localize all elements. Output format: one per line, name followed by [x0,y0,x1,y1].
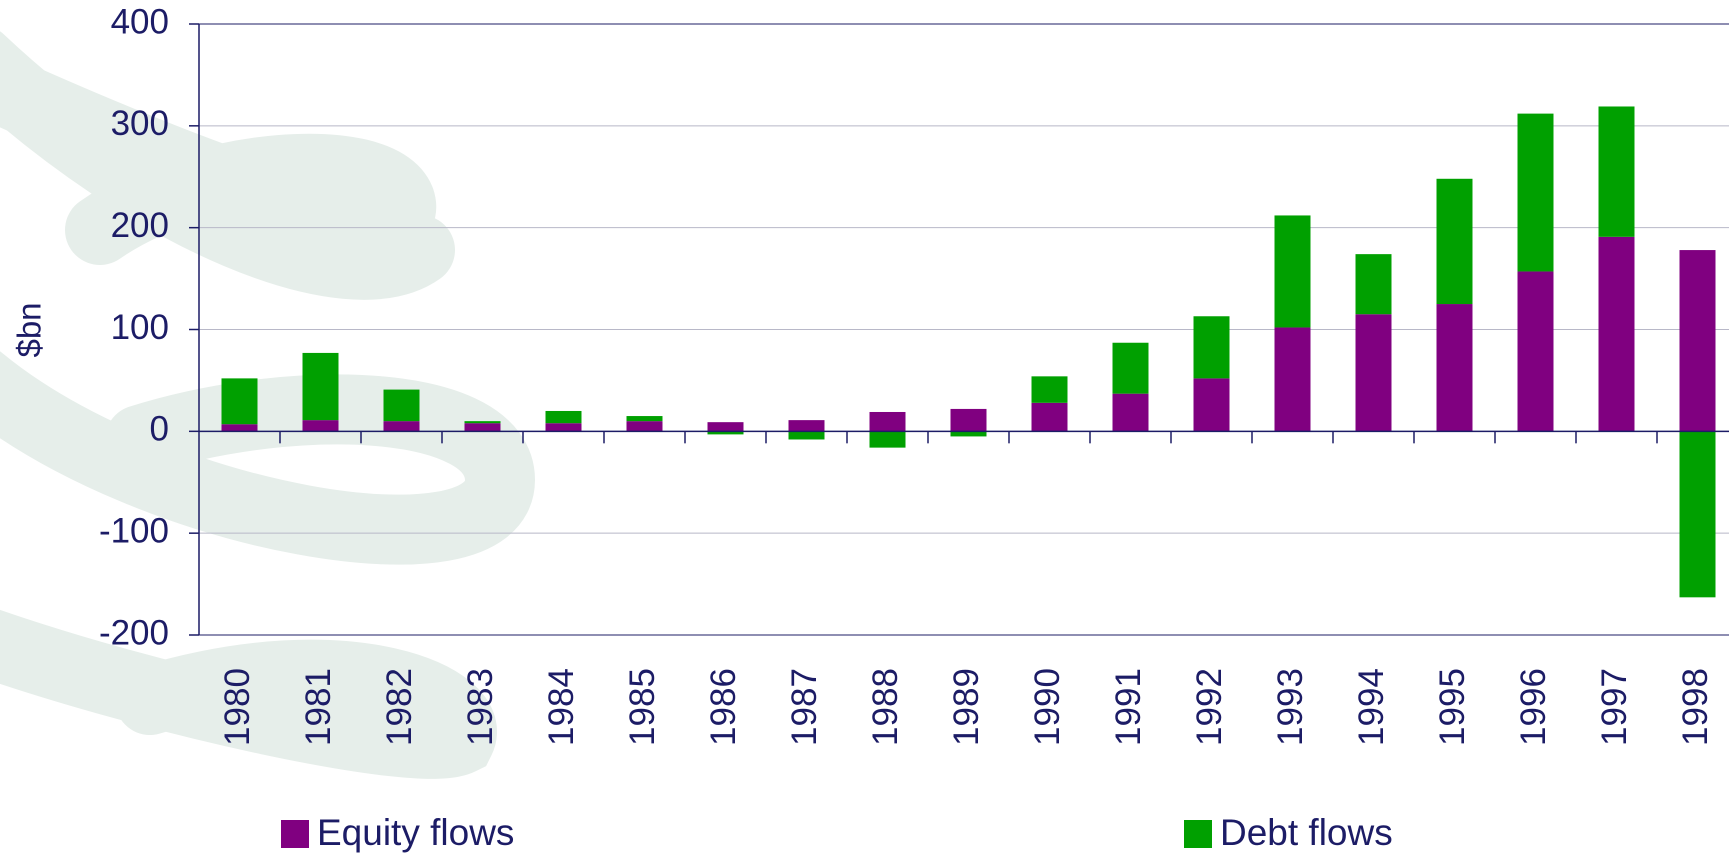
legend-swatch [281,820,309,848]
bar-segment [1518,114,1554,272]
legend-label: Equity flows [317,812,514,853]
x-tick-label: 1998 [1676,668,1715,746]
bar-segment [1599,106,1635,236]
bar-segment [1599,237,1635,432]
bar-segment [222,378,258,424]
x-tick-label: 1995 [1433,668,1472,746]
bar-segment [222,424,258,431]
bar-segment [627,421,663,431]
x-tick-label: 1991 [1109,668,1148,746]
bar-segment [1194,316,1230,378]
y-tick-label: -200 [99,613,169,652]
bar-segment [384,390,420,422]
y-axis-title: $bn [11,302,48,357]
x-tick-label: 1997 [1595,668,1634,746]
x-tick-label: 1984 [542,668,581,746]
x-tick-label: 1993 [1271,668,1310,746]
x-tick-label: 1994 [1352,668,1391,746]
bar-segment [465,423,501,431]
bar-segment [1356,314,1392,431]
legend-swatch [1184,820,1212,848]
y-tick-label: 100 [111,308,169,347]
x-tick-label: 1980 [218,668,257,746]
bar-segment [465,421,501,423]
bar-segment [1356,254,1392,314]
bar-segment [303,420,339,431]
x-tick-label: 1988 [866,668,905,746]
x-tick-label: 1985 [623,668,662,746]
bar-segment [1680,431,1716,597]
x-tick-label: 1981 [299,668,338,746]
bar-segment [1680,250,1716,431]
y-tick-label: -100 [99,511,169,550]
x-tick-label: 1987 [785,668,824,746]
bar-segment [546,411,582,423]
bar-segment [789,420,825,431]
x-tick-label: 1982 [380,668,419,746]
y-tick-label: 200 [111,206,169,245]
y-tick-label: 300 [111,104,169,143]
bar-segment [1275,215,1311,327]
y-tick-label: 0 [150,410,169,449]
bar-segment [1437,179,1473,304]
bar-segment [1275,327,1311,431]
x-tick-label: 1992 [1190,668,1229,746]
bar-segment [789,431,825,439]
bar-segment [1113,394,1149,432]
x-tick-label: 1986 [704,668,743,746]
x-tick-label: 1989 [947,668,986,746]
bar-segment [951,431,987,436]
bar-segment [627,416,663,421]
bar-segment [870,412,906,431]
bar-segment [384,421,420,431]
bar-segment [303,353,339,420]
legend-label: Debt flows [1220,812,1393,853]
x-tick-label: 1996 [1514,668,1553,746]
x-tick-label: 1990 [1028,668,1067,746]
chart: $bn -200 -100 0 100 200 300 400 1980 1981 1982 198… [0,0,1729,858]
y-tick-label: 400 [111,2,169,41]
bar-segment [708,422,744,431]
bar-segment [1437,304,1473,431]
page: {"chart_data": { "type": "bar", "stacked… [0,0,1729,858]
bar-segment [870,431,906,447]
bar-segment [1113,343,1149,394]
bar-segment [546,423,582,431]
bar-segment [951,409,987,431]
bar-segment [1518,271,1554,431]
bar-segment [1032,403,1068,432]
bar-segment [1032,376,1068,402]
x-tick-label: 1983 [461,668,500,746]
bar-segment [1194,378,1230,431]
